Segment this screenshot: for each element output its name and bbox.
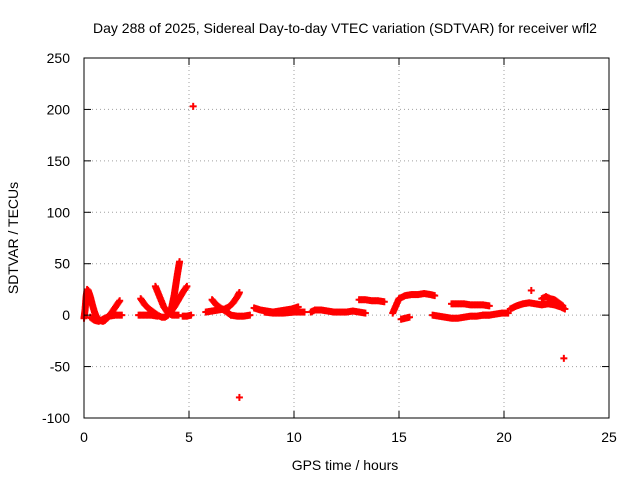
data-point <box>301 308 308 316</box>
y-tick-label: -100 <box>42 410 70 426</box>
data-point <box>380 298 388 306</box>
outlier-point <box>560 354 568 362</box>
y-tick-label: 100 <box>47 204 71 220</box>
outlier-point <box>189 102 197 110</box>
data-point <box>246 311 254 319</box>
data-point <box>485 302 493 310</box>
y-tick-label: 150 <box>47 153 71 169</box>
y-tick-label: 250 <box>47 50 71 66</box>
x-tick-labels: 0 5 10 15 20 25 <box>80 429 617 445</box>
y-axis-title: SDTVAR / TECUs <box>5 182 21 294</box>
data-point <box>406 313 413 321</box>
data-point <box>235 289 243 297</box>
data-point <box>118 311 126 319</box>
data-point <box>116 297 124 305</box>
x-tick-label: 0 <box>80 429 88 445</box>
outlier-point <box>527 286 535 294</box>
y-tick-label: 200 <box>47 101 71 117</box>
x-tick-label: 20 <box>496 429 512 445</box>
chart-title: Day 288 of 2025, Sidereal Day-to-day VTE… <box>93 20 597 36</box>
axis-ticks <box>83 57 610 419</box>
data-point <box>431 292 439 300</box>
grid-lines <box>84 58 609 418</box>
x-tick-label: 15 <box>391 429 407 445</box>
x-tick-label: 5 <box>185 429 193 445</box>
x-tick-label: 10 <box>286 429 302 445</box>
y-tick-label: -50 <box>50 359 70 375</box>
x-axis-title: GPS time / hours <box>292 457 399 473</box>
plot-frame <box>83 57 610 419</box>
data-point <box>183 282 191 290</box>
outlier-point <box>235 393 243 401</box>
data-point <box>175 311 182 319</box>
y-tick-label: 50 <box>54 256 70 272</box>
data-point <box>361 309 369 317</box>
data-point <box>504 309 512 317</box>
data-point <box>187 311 195 319</box>
data-points <box>80 102 569 401</box>
y-tick-labels: -100 -50 0 50 100 150 200 250 <box>42 50 70 426</box>
x-tick-label: 25 <box>601 429 617 445</box>
data-point <box>176 258 184 266</box>
y-tick-label: 0 <box>62 307 70 323</box>
data-point <box>559 302 567 310</box>
